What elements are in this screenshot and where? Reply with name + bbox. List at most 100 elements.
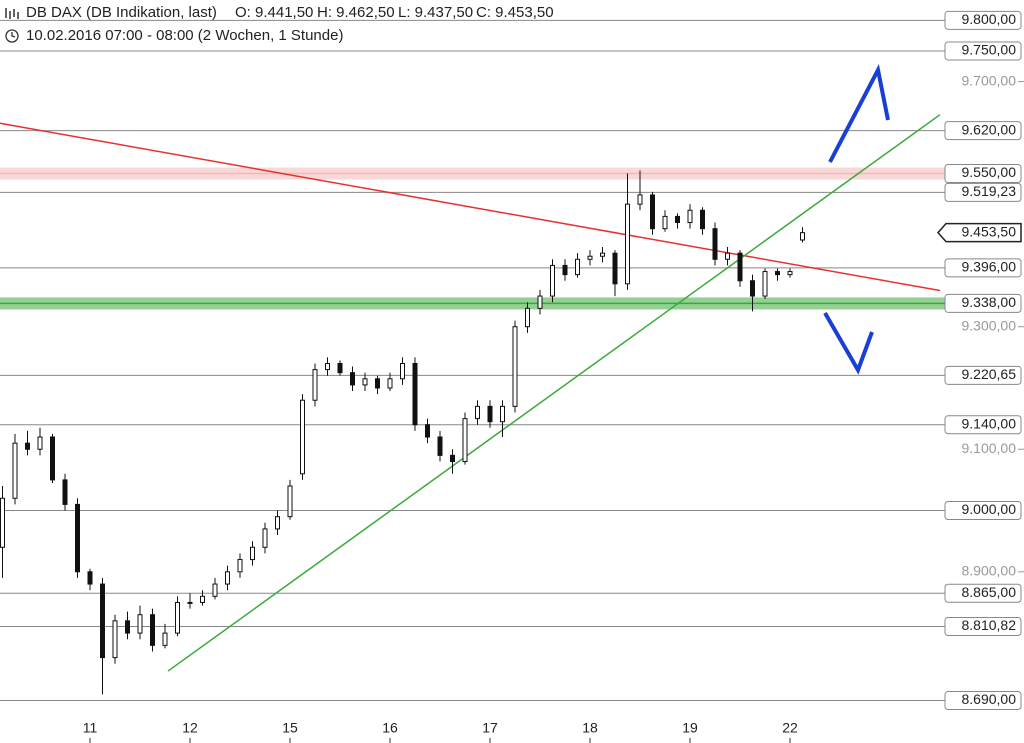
- level-box: [944, 365, 1022, 385]
- candle-body: [362, 378, 368, 386]
- current-price-label: 9.453,50: [962, 223, 1017, 239]
- candle-body: [62, 479, 68, 505]
- candle-body: [175, 601, 180, 634]
- candle-body: [637, 194, 643, 205]
- ohlc-text: C: 9.453,50: [476, 4, 554, 21]
- level-label: 8.865,00: [962, 584, 1017, 600]
- candle-body: [400, 362, 405, 380]
- x-tick-label: 17: [482, 720, 498, 736]
- level-label: 9.338,00: [962, 294, 1017, 310]
- ohlc-text: H: 9.462,50: [317, 4, 395, 21]
- candle-body: [100, 583, 105, 659]
- candle-body: [212, 583, 218, 597]
- trend-line: [0, 122, 941, 292]
- blue-arrows: [823, 64, 890, 375]
- candle-body: [525, 307, 530, 328]
- candle-body: [262, 528, 268, 548]
- candle-body: [25, 442, 30, 450]
- chart-subtitle: 10.02.2016 07:00 - 08:00 (2 Wochen, 1 St…: [26, 27, 343, 44]
- level-label: 9.220,65: [962, 366, 1017, 382]
- candle-body: [225, 571, 230, 585]
- x-tick-label: 22: [782, 720, 798, 736]
- candle-body: [575, 258, 580, 276]
- clock-icon: [5, 29, 19, 43]
- current-price-box: [936, 222, 1022, 243]
- x-tick-label: 16: [382, 720, 398, 736]
- candle-body: [37, 436, 43, 450]
- candle-body: [412, 362, 418, 426]
- x-tick-label: 11: [83, 720, 98, 736]
- level-box: [944, 415, 1022, 435]
- candle-body: [300, 399, 305, 475]
- chart-title: DB DAX (DB Indikation, last): [26, 4, 217, 21]
- candle-body: [687, 209, 693, 224]
- candle-body: [387, 378, 393, 389]
- candle-body: [237, 559, 243, 573]
- plot-area: 9.700,00 9.300,00 9.100,00 8.900,00 9.800,00…: [0, 10, 1024, 743]
- candle-body: [312, 369, 318, 401]
- candle-body: [162, 632, 168, 646]
- candle-body: [137, 614, 143, 634]
- ohlc-text: O: 9.441,50: [235, 4, 313, 21]
- candle-body: [612, 252, 618, 285]
- candle-body: [425, 424, 430, 438]
- candle-body: [450, 454, 455, 463]
- level-box: [944, 690, 1022, 710]
- level-label: 9.550,00: [962, 164, 1017, 180]
- candle-body: [337, 362, 343, 374]
- x-tick-label: 18: [582, 720, 598, 736]
- level-label: 9.140,00: [962, 415, 1017, 431]
- candle-body: [475, 405, 480, 420]
- candle-body: [537, 295, 543, 309]
- y-tick-label: 9.300,00: [962, 317, 1017, 333]
- ohlc-text: L: 9.437,50: [398, 4, 473, 21]
- candle-body: [275, 516, 280, 530]
- candle-body: [700, 209, 705, 230]
- candle-body: [325, 362, 330, 371]
- candle-body: [125, 620, 130, 634]
- level-label: 9.750,00: [962, 42, 1017, 58]
- level-label: 9.800,00: [962, 11, 1017, 27]
- candle-body: [75, 503, 80, 573]
- candle-body: [625, 203, 630, 285]
- candle-body: [562, 264, 568, 276]
- candle-body: [350, 372, 355, 386]
- candle-body: [0, 497, 5, 548]
- level-box: [944, 258, 1022, 278]
- y-tick-label: 9.100,00: [962, 440, 1017, 456]
- level-label: 9.519,23: [962, 183, 1017, 199]
- level-box: [944, 182, 1022, 202]
- y-tick-label: 9.700,00: [962, 72, 1017, 88]
- candle-body: [550, 264, 555, 297]
- candle-body: [50, 436, 55, 481]
- level-box: [944, 121, 1022, 141]
- candle-body: [787, 271, 793, 276]
- candle-body: [250, 546, 255, 561]
- candle-body: [750, 280, 755, 297]
- candle-body: [800, 232, 805, 241]
- candle-body: [187, 601, 193, 604]
- candle-body: [675, 215, 680, 224]
- level-label: 8.690,00: [962, 691, 1017, 707]
- level-box: [944, 293, 1022, 313]
- level-box: [944, 583, 1022, 603]
- candle-body: [762, 271, 768, 297]
- x-tick-label: 12: [182, 720, 198, 736]
- level-box: [944, 10, 1022, 30]
- candle-body: [200, 595, 205, 603]
- candle-body: [662, 215, 668, 230]
- candle-body: [737, 252, 743, 282]
- level-label: 9.396,00: [962, 259, 1017, 275]
- candle-body: [112, 620, 118, 659]
- level-box: [944, 41, 1022, 61]
- trend-line: [167, 114, 941, 672]
- candle-body: [437, 436, 443, 456]
- candle-body: [725, 252, 730, 260]
- level-box: [944, 501, 1022, 521]
- candle-body: [287, 485, 293, 518]
- level-box: [944, 616, 1022, 636]
- level-label: 8.810,82: [962, 617, 1017, 633]
- candle-body: [87, 571, 93, 585]
- candle-body: [650, 194, 655, 230]
